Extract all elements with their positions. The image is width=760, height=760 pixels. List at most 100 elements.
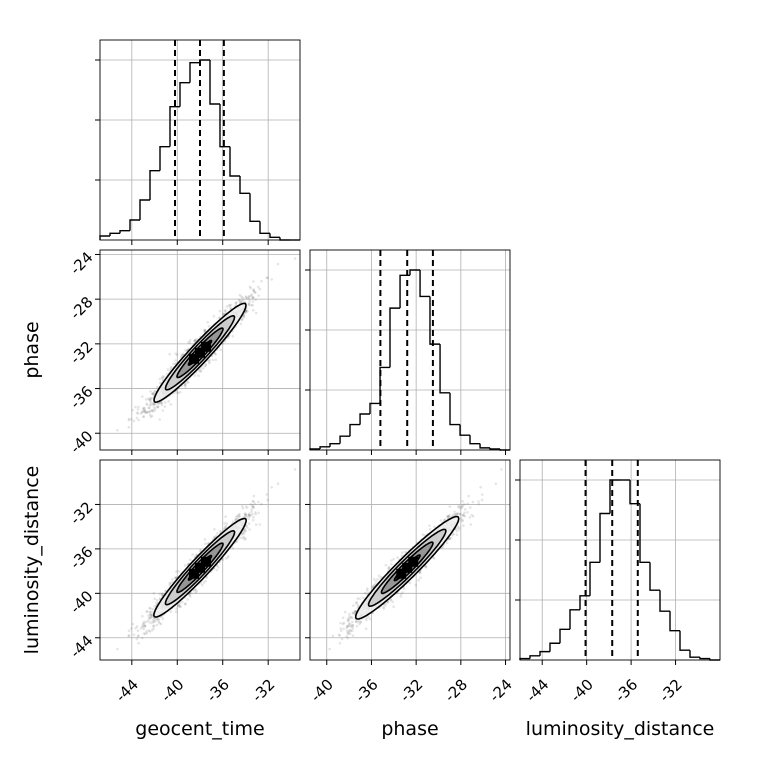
sample-point (179, 605, 182, 608)
sample-point (364, 618, 368, 622)
sample-point (203, 329, 207, 332)
sample-point (238, 293, 242, 297)
sample-point (241, 296, 244, 299)
sample-point (352, 604, 355, 607)
sample-point (167, 399, 170, 403)
sample-point (202, 581, 206, 584)
sample-point (158, 592, 162, 596)
hist-bin (539, 650, 550, 656)
sample-point (208, 360, 211, 363)
sample-point (224, 524, 228, 528)
sample-point (242, 316, 245, 319)
sample-point (189, 595, 192, 598)
sample-point (141, 614, 144, 618)
sample-point (142, 408, 146, 412)
sample-point (234, 518, 238, 521)
sample-point (144, 620, 148, 624)
density-peak-cell (189, 568, 199, 579)
sample-point (148, 617, 151, 621)
sample-point (228, 303, 231, 307)
sample-point (148, 404, 152, 407)
hist-bin (579, 595, 590, 610)
sample-point (365, 617, 368, 620)
sample-point (152, 591, 156, 595)
sample-point (183, 602, 187, 606)
sample-point (149, 390, 152, 393)
sample-point (199, 370, 202, 373)
sample-point (153, 620, 156, 623)
sample-point (184, 385, 187, 389)
sample-point (404, 550, 407, 554)
hist-bin (379, 366, 390, 404)
sample-point (184, 602, 187, 605)
sample-point (241, 531, 244, 535)
sample-point (244, 529, 247, 533)
hist-bin (689, 650, 700, 658)
sample-point (194, 591, 197, 594)
hist-bin (429, 296, 441, 345)
sample-point (231, 334, 235, 338)
sample-point (145, 610, 148, 614)
sample-point (132, 419, 136, 423)
sample-point (251, 296, 254, 299)
sample-point (347, 630, 351, 633)
sample-point (127, 634, 131, 638)
density-peak-cell (189, 353, 199, 364)
panel-frame (99, 39, 301, 241)
sample-point (158, 377, 162, 381)
sample-point (174, 352, 178, 356)
sample-point (341, 622, 345, 626)
sample-point (132, 633, 136, 637)
hist-bin (439, 344, 450, 394)
sample-point (257, 294, 260, 297)
hist-bin (419, 270, 430, 298)
sample-point (469, 523, 473, 526)
sample-point (401, 591, 404, 594)
sample-point (247, 514, 250, 517)
sample-point (349, 616, 353, 619)
sample-point (149, 401, 153, 405)
sample-point (116, 647, 119, 651)
sample-point (466, 511, 469, 514)
sample-point (139, 412, 143, 415)
sample-point (154, 617, 157, 621)
sample-point (205, 576, 208, 579)
sample-point (156, 617, 160, 621)
sample-point (185, 348, 189, 352)
sample-point (151, 392, 154, 395)
sample-point (227, 335, 230, 339)
sample-point (241, 317, 244, 321)
hist-bin (239, 176, 250, 195)
hist-bin (389, 307, 401, 368)
sample-point (245, 297, 249, 300)
sample-point (178, 604, 181, 607)
sample-point (143, 624, 146, 628)
sample-point (347, 632, 350, 636)
sample-point (234, 301, 237, 305)
hist-bin (409, 269, 421, 276)
sample-point (189, 558, 192, 562)
sample-point (253, 502, 257, 505)
sample-point (127, 419, 131, 422)
sample-point (244, 537, 247, 540)
sample-point (235, 303, 238, 306)
sample-point (148, 413, 152, 417)
sample-point (176, 604, 180, 608)
sample-point (147, 614, 150, 617)
sample-point (185, 381, 189, 384)
sample-point (149, 607, 152, 610)
sample-point (199, 549, 203, 552)
sample-point (379, 576, 383, 579)
sample-point (142, 632, 146, 635)
sample-point (239, 322, 243, 326)
hist-bin (249, 193, 260, 223)
sample-point (135, 625, 139, 628)
sample-point (155, 601, 158, 605)
sample-point (199, 369, 203, 373)
sample-point (172, 362, 175, 366)
hist-bin (169, 105, 180, 147)
sample-point (252, 288, 255, 292)
sample-point (390, 559, 393, 562)
sample-point (235, 517, 238, 521)
sample-point (145, 629, 148, 633)
